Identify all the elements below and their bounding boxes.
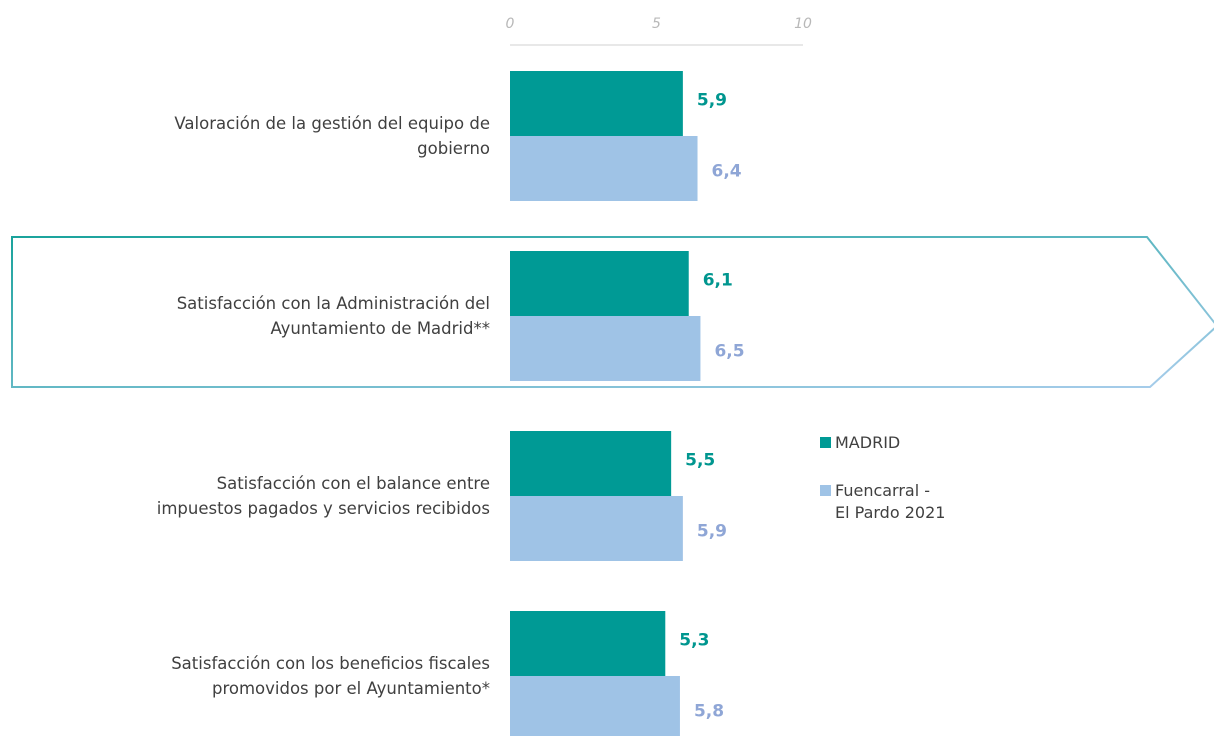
legend-swatch bbox=[820, 485, 831, 496]
highlight-frame bbox=[11, 236, 1214, 388]
value-label: 6,1 bbox=[703, 271, 733, 291]
bar bbox=[510, 136, 698, 201]
legend-swatch bbox=[820, 437, 831, 448]
x-tick-label: 0 bbox=[506, 16, 515, 32]
legend-label: MADRID bbox=[835, 433, 901, 452]
value-label: 5,5 bbox=[685, 451, 715, 471]
value-label: 5,8 bbox=[694, 702, 724, 722]
value-label: 5,9 bbox=[697, 91, 727, 111]
value-label: 6,4 bbox=[712, 162, 742, 182]
category-label: Satisfacción con el balance entre impues… bbox=[156, 474, 490, 518]
bar bbox=[510, 431, 672, 496]
bar bbox=[510, 251, 689, 316]
category-label: Satisfacción con los beneficios fiscales… bbox=[171, 654, 490, 698]
bar bbox=[510, 71, 683, 136]
category-label: Satisfacción con la Administración del A… bbox=[176, 294, 490, 338]
bar bbox=[510, 676, 680, 736]
bar bbox=[510, 316, 701, 381]
value-label: 6,5 bbox=[714, 342, 744, 362]
bar bbox=[510, 496, 683, 561]
value-label: 5,3 bbox=[679, 631, 709, 651]
legend-label: Fuencarral - El Pardo 2021 bbox=[835, 481, 946, 522]
x-tick-label: 5 bbox=[652, 16, 661, 32]
value-label: 5,9 bbox=[697, 522, 727, 542]
bar bbox=[510, 611, 666, 676]
x-tick-label: 10 bbox=[794, 16, 812, 32]
category-label: Valoración de la gestión del equipo de g… bbox=[174, 114, 490, 158]
